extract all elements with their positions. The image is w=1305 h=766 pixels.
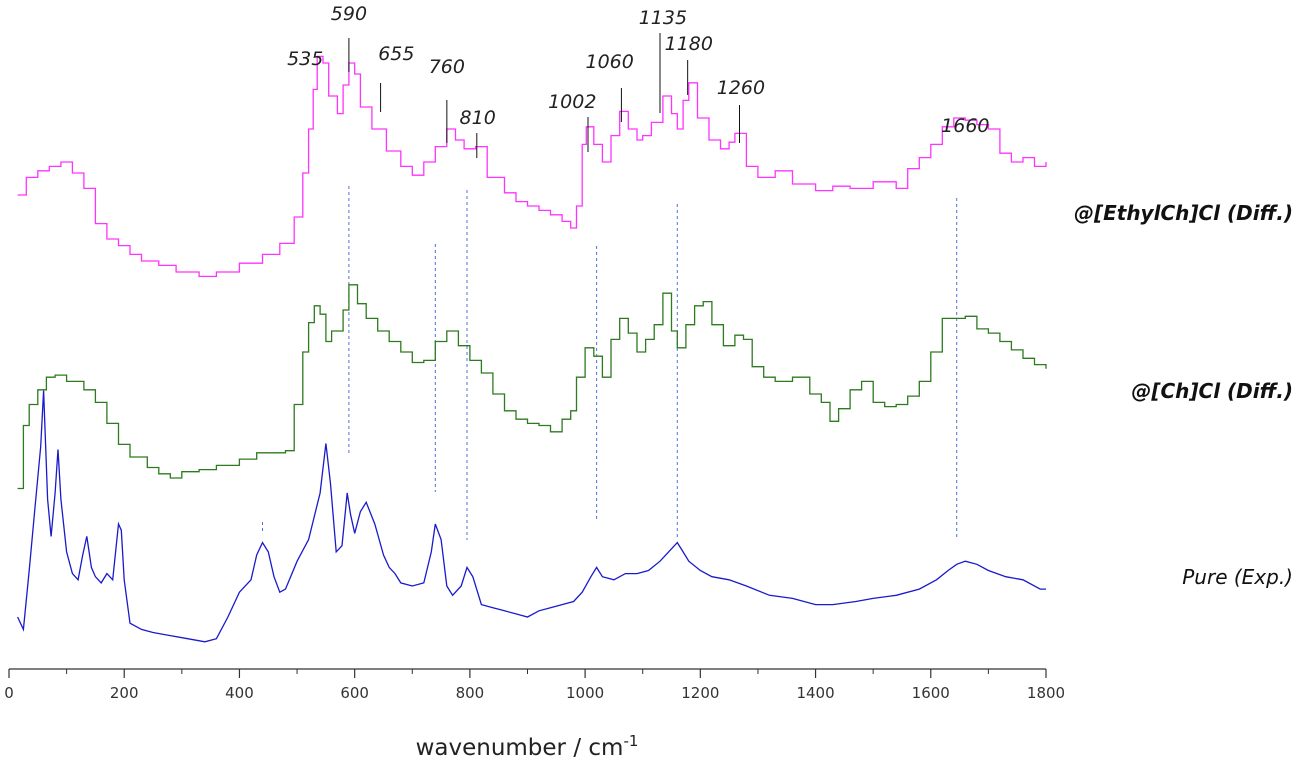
x-axis-title-text: wavenumber / cm [416, 735, 624, 761]
series-label: Pure (Exp.) [1182, 565, 1293, 589]
peak-label: 1660 [941, 115, 989, 137]
series-line [17, 284, 1047, 490]
guide-lines [261, 186, 958, 540]
x-tick-label: 200 [110, 684, 139, 702]
peak-label: 810 [460, 107, 496, 129]
x-tick-label: 1600 [912, 684, 950, 702]
x-tick-label: 0 [4, 684, 14, 702]
peak-label: 1060 [585, 51, 633, 73]
peak-label: 535 [287, 48, 323, 70]
x-tick-label: 400 [225, 684, 254, 702]
series-labels: @[EthylCh]Cl (Diff.) @[Ch]Cl (Diff.) Pure … [1074, 201, 1293, 589]
x-axis-title: wavenumber / cm-1 [416, 732, 639, 761]
x-tick-label: 1000 [566, 684, 604, 702]
x-tick-label: 600 [340, 684, 369, 702]
peak-label: 590 [331, 3, 367, 25]
x-tick-label: 1400 [796, 684, 834, 702]
peak-label: 1135 [639, 7, 687, 29]
spectra-traces [17, 55, 1047, 643]
x-tick-label: 1200 [681, 684, 719, 702]
series-line [17, 390, 1046, 643]
series-label: @[Ch]Cl (Diff.) [1131, 379, 1293, 403]
peak-label: 1002 [548, 91, 596, 113]
x-tick-label: 1800 [1027, 684, 1065, 702]
peak-label: 1180 [665, 33, 713, 55]
peak-label: 760 [429, 56, 465, 78]
x-tick-label: 800 [456, 684, 485, 702]
peak-label: 1260 [717, 77, 765, 99]
x-axis: 0 200 400 600 800 1000 1200 1400 1600 1800 [4, 668, 1065, 702]
x-axis-title-superscript: -1 [623, 732, 638, 750]
series-label: @[EthylCh]Cl (Diff.) [1074, 201, 1293, 225]
series-line [17, 55, 1047, 278]
peak-label: 655 [378, 43, 414, 65]
